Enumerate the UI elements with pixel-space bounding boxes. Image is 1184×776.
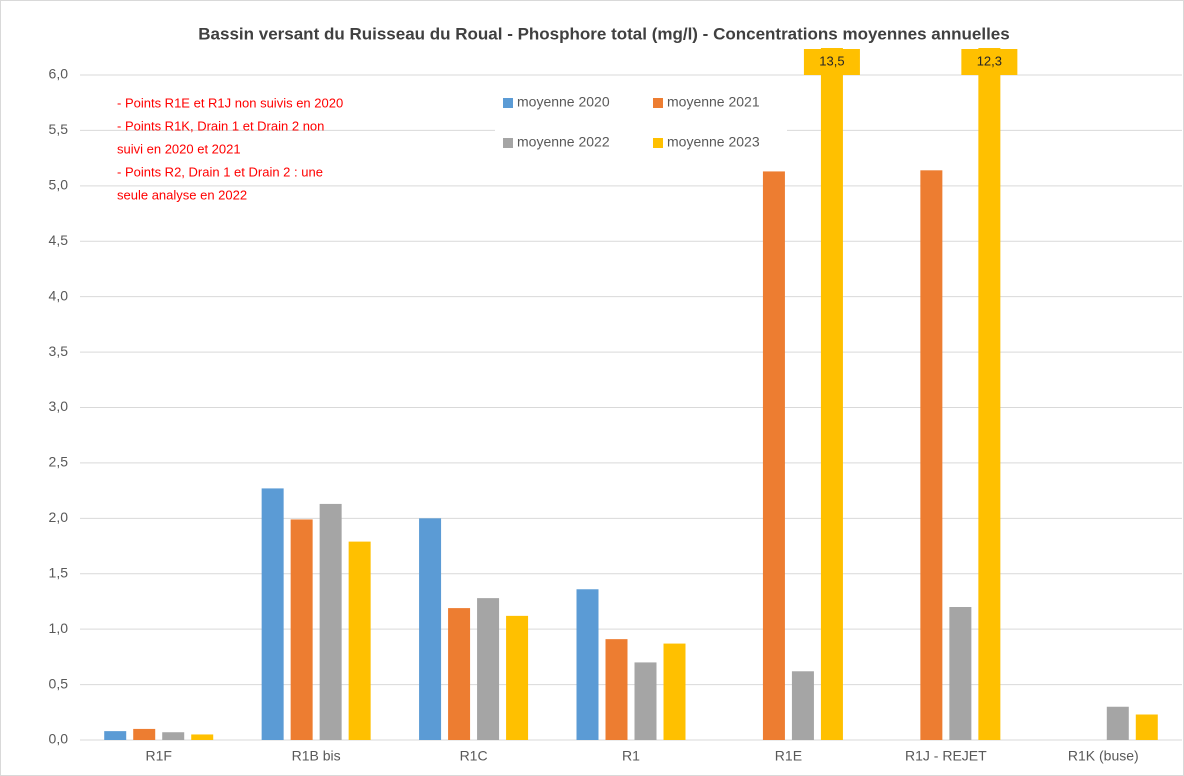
y-tick-label: 3,5	[49, 343, 69, 359]
x-tick-label: R1E	[775, 748, 802, 764]
y-tick-label: 1,0	[49, 620, 69, 636]
bar	[104, 731, 127, 740]
legend-swatch	[503, 138, 513, 148]
legend-label: moyenne 2023	[667, 134, 760, 150]
annotation-line: - Points R1E et R1J non suivis en 2020	[117, 95, 343, 110]
y-tick-label: 6,0	[49, 66, 69, 82]
bar	[319, 503, 342, 740]
y-tick-label: 5,5	[49, 121, 69, 137]
legend-swatch	[653, 98, 663, 108]
bar	[1106, 706, 1129, 740]
bar	[605, 639, 628, 740]
x-tick-label: R1	[622, 748, 640, 764]
data-label: 13,5	[819, 53, 844, 68]
x-tick-label: R1J - REJET	[905, 748, 987, 764]
y-tick-label: 4,0	[49, 287, 69, 303]
bar	[162, 732, 185, 740]
y-tick-label: 0,0	[49, 731, 69, 747]
bar	[191, 734, 214, 740]
bar	[1135, 714, 1158, 740]
bar	[762, 171, 785, 741]
bar	[477, 598, 500, 740]
bar	[663, 643, 686, 740]
labels: 0,0 0,5 1,0 1,5 2,0 2,5 3,0 3,5 4,0 4,5 5,0 5,5 6,0 R…	[49, 49, 1139, 764]
y-tick-label: 2,0	[49, 509, 69, 525]
y-tick-label: 4,5	[49, 232, 69, 248]
annotation-line: suivi en 2020 et 2021	[117, 141, 241, 156]
x-tick-label: R1F	[145, 748, 171, 764]
bar	[261, 488, 284, 740]
legend-swatch	[503, 98, 513, 108]
bar	[978, 48, 1001, 740]
bar	[634, 662, 657, 740]
legend-label: moyenne 2020	[517, 94, 610, 110]
legend-label: moyenne 2021	[667, 94, 760, 110]
legend-box	[495, 82, 787, 162]
x-tick-label: R1B bis	[292, 748, 341, 764]
y-tick-label: 5,0	[49, 177, 69, 193]
bar	[133, 728, 156, 740]
x-tick-label: R1C	[460, 748, 488, 764]
y-tick-label: 0,5	[49, 675, 69, 691]
legend-label: moyenne 2022	[517, 134, 610, 150]
annotation-line: - Points R1K, Drain 1 et Drain 2 non	[117, 118, 324, 133]
y-tick-label: 2,5	[49, 454, 69, 470]
data-label: 12,3	[977, 53, 1002, 68]
bars	[104, 48, 1158, 741]
data-label-box	[803, 49, 860, 75]
bar	[448, 608, 471, 740]
bar	[791, 671, 814, 740]
bar	[290, 519, 313, 740]
annotation-line: seule analyse en 2022	[117, 187, 247, 202]
bar	[949, 607, 972, 740]
bar	[920, 170, 943, 741]
y-tick-label: 3,0	[49, 398, 69, 414]
bar	[506, 615, 529, 740]
data-label-box	[961, 49, 1018, 75]
bar	[820, 48, 843, 740]
x-tick-label: R1K (buse)	[1068, 748, 1139, 764]
bar	[419, 518, 442, 740]
annotation-line: - Points R2, Drain 1 et Drain 2 : une	[117, 164, 323, 179]
bar	[348, 541, 371, 740]
bar	[576, 589, 599, 740]
chart-title: Bassin versant du Ruisseau du Roual - Ph…	[198, 24, 1009, 43]
y-tick-label: 1,5	[49, 564, 69, 580]
legend-swatch	[653, 138, 663, 148]
